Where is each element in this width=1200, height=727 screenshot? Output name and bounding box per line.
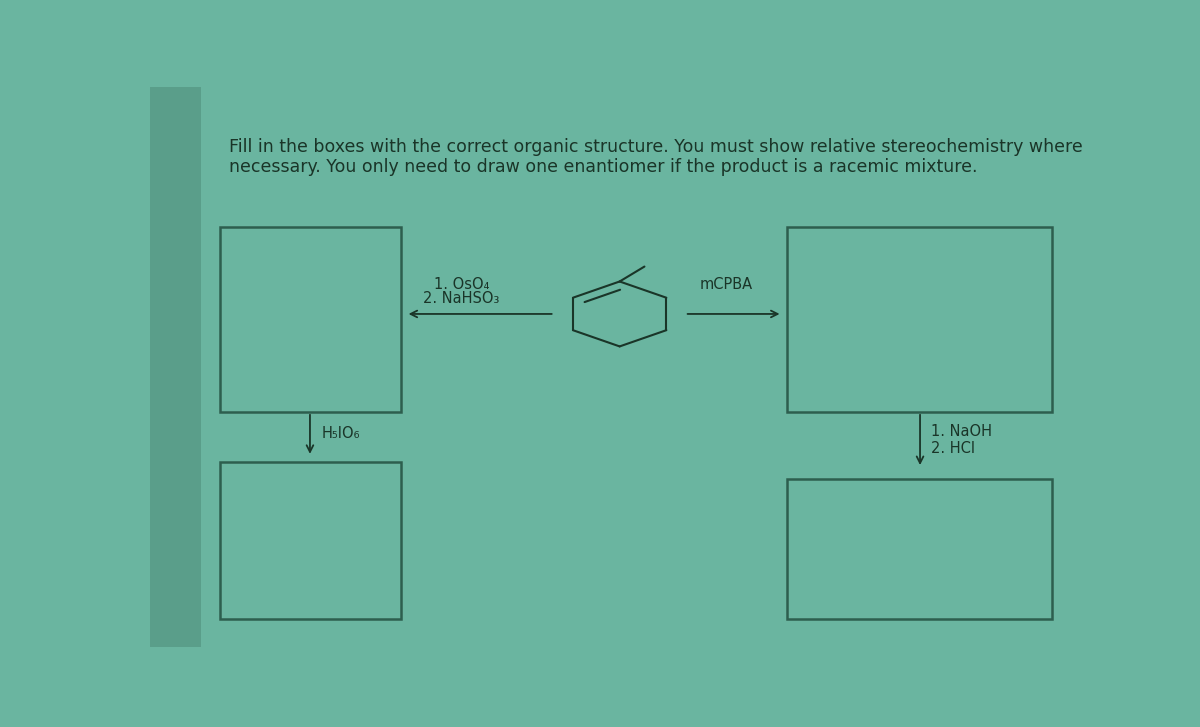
Bar [220,462,401,619]
Bar [220,227,401,412]
Text: Fill in the boxes with the correct organic structure. You must show relative ste: Fill in the boxes with the correct organ… [229,137,1082,177]
Bar [150,87,202,647]
Bar [787,227,1052,412]
Text: 1. NaOH: 1. NaOH [931,424,992,439]
Text: 2. NaHSO₃: 2. NaHSO₃ [424,291,499,305]
Text: H₅IO₆: H₅IO₆ [322,426,360,441]
Text: 2. HCl: 2. HCl [931,441,976,456]
Text: 1. OsO₄: 1. OsO₄ [434,276,490,292]
Text: mCPBA: mCPBA [700,276,754,292]
Bar [787,479,1052,619]
